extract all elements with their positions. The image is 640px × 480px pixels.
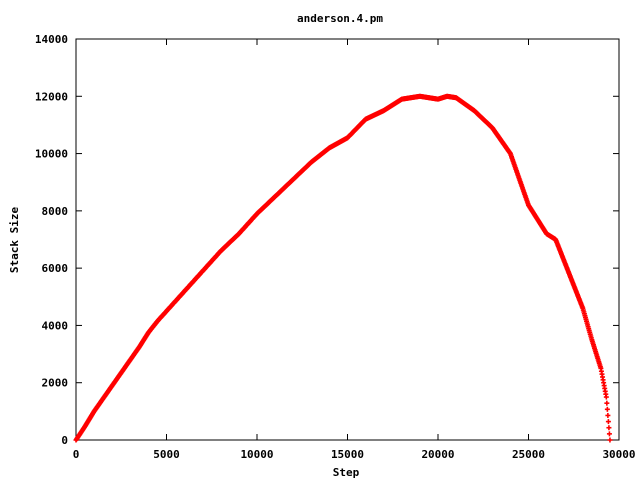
y-tick-label: 8000 <box>42 205 69 218</box>
y-axis: 0 2000 4000 6000 8000 10000 12000 14000 <box>35 33 619 447</box>
x-tick-label: 10000 <box>240 448 273 461</box>
data-point <box>603 394 609 400</box>
y-tick-label: 4000 <box>42 319 69 332</box>
x-axis: 0 5000 10000 15000 20000 25000 30000 <box>73 39 636 461</box>
data-point <box>606 431 612 437</box>
y-tick-label: 0 <box>61 434 68 447</box>
x-tick-label: 5000 <box>153 448 180 461</box>
x-tick-label: 15000 <box>331 448 364 461</box>
x-axis-label: Step <box>333 466 360 479</box>
x-tick-label: 30000 <box>602 448 635 461</box>
data-point <box>605 412 611 418</box>
x-tick-label: 20000 <box>421 448 454 461</box>
y-tick-label: 6000 <box>42 262 69 275</box>
data-point <box>604 400 610 406</box>
series <box>73 93 613 443</box>
data-point <box>605 419 611 425</box>
y-tick-label: 2000 <box>42 377 69 390</box>
data-point <box>606 425 612 431</box>
plot-border <box>75 38 620 441</box>
data-point <box>604 406 610 412</box>
y-axis-label: Stack Size <box>8 207 21 274</box>
y-tick-label: 10000 <box>35 148 68 161</box>
x-tick-label: 25000 <box>512 448 545 461</box>
y-tick-label: 14000 <box>35 33 68 46</box>
chart-title: anderson.4.pm <box>297 12 383 25</box>
y-tick-label: 12000 <box>35 90 68 103</box>
x-tick-label: 0 <box>73 448 80 461</box>
data-point <box>607 437 613 443</box>
